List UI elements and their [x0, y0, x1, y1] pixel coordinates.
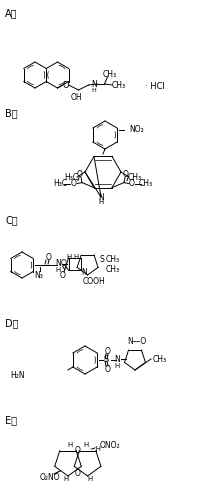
Text: H: H — [91, 88, 96, 93]
Text: O: O — [123, 170, 129, 179]
Text: H: H — [55, 267, 61, 273]
Text: O: O — [46, 253, 52, 262]
Text: · HCl: · HCl — [145, 81, 165, 91]
Text: N: N — [98, 193, 104, 202]
Text: A．: A． — [5, 8, 18, 18]
Text: H: H — [83, 442, 88, 448]
Text: H: H — [87, 476, 92, 482]
Text: O: O — [105, 347, 111, 356]
Text: S: S — [99, 255, 104, 264]
Text: CH₃: CH₃ — [128, 174, 142, 183]
Text: O: O — [60, 271, 66, 280]
Text: CH₃: CH₃ — [106, 265, 120, 274]
Text: H₃C: H₃C — [64, 174, 78, 183]
Text: CH₃: CH₃ — [106, 255, 120, 264]
Text: H: H — [114, 363, 120, 369]
Text: H: H — [63, 476, 69, 482]
Text: NO₂: NO₂ — [129, 126, 144, 134]
Text: CH₃: CH₃ — [102, 69, 117, 78]
Text: D．: D． — [5, 318, 18, 328]
Text: N₃: N₃ — [35, 271, 43, 280]
Text: O: O — [75, 446, 81, 455]
Text: COOH: COOH — [82, 277, 105, 286]
Text: H: H — [67, 442, 73, 448]
Text: B．: B． — [5, 108, 18, 118]
Text: N: N — [81, 268, 87, 277]
Text: C．: C． — [5, 215, 18, 225]
Text: E．: E． — [5, 415, 17, 425]
Text: O₂NO: O₂NO — [40, 473, 61, 482]
Text: N: N — [92, 79, 97, 89]
Text: S: S — [103, 356, 109, 365]
Text: O: O — [71, 179, 77, 188]
Text: H₂N: H₂N — [11, 371, 25, 379]
Text: CH₃: CH₃ — [111, 80, 126, 90]
Text: O: O — [105, 365, 111, 374]
Text: CH₃: CH₃ — [139, 179, 153, 188]
Text: H: H — [66, 254, 72, 260]
Text: O: O — [77, 170, 83, 179]
Text: N: N — [55, 260, 61, 269]
Text: O: O — [61, 259, 67, 268]
Text: H: H — [98, 199, 104, 205]
Text: N—O: N—O — [127, 337, 147, 346]
Text: CH₃: CH₃ — [153, 355, 167, 364]
Text: N: N — [114, 355, 120, 364]
Text: ONO₂: ONO₂ — [100, 442, 120, 451]
Text: OH: OH — [71, 93, 82, 102]
Text: H: H — [73, 254, 79, 260]
Text: H₃C: H₃C — [53, 179, 67, 188]
Text: O: O — [62, 80, 69, 90]
Text: O: O — [129, 179, 135, 188]
Text: ···H: ···H — [90, 446, 102, 452]
Text: O: O — [75, 469, 81, 478]
